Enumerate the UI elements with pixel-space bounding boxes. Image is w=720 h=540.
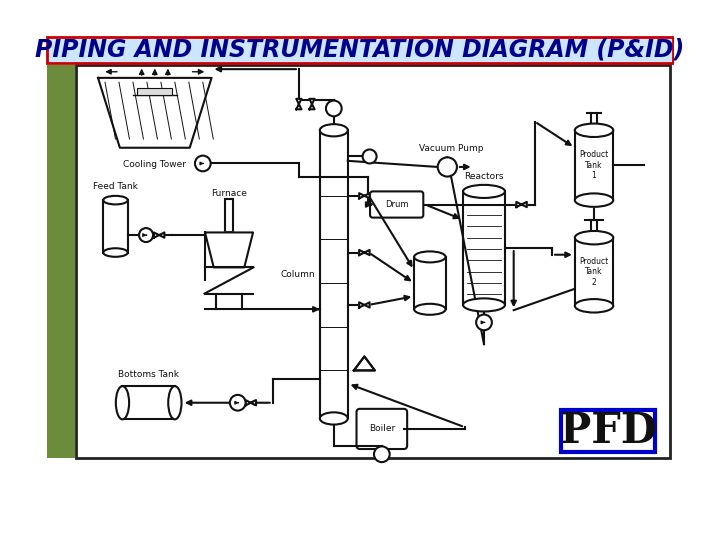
Ellipse shape xyxy=(320,413,348,424)
Polygon shape xyxy=(98,78,212,148)
Text: Boiler: Boiler xyxy=(369,424,395,434)
Ellipse shape xyxy=(463,185,505,198)
Circle shape xyxy=(363,150,377,164)
Ellipse shape xyxy=(575,231,613,245)
Ellipse shape xyxy=(575,124,613,137)
Bar xyxy=(320,130,348,418)
Text: Furnace: Furnace xyxy=(211,188,247,198)
Circle shape xyxy=(374,447,390,462)
Polygon shape xyxy=(246,400,256,406)
Bar xyxy=(225,199,233,232)
Polygon shape xyxy=(359,193,369,198)
FancyBboxPatch shape xyxy=(356,409,407,449)
Bar xyxy=(575,238,613,306)
Text: Product
Tank
2: Product Tank 2 xyxy=(580,257,608,287)
Ellipse shape xyxy=(463,299,505,312)
Ellipse shape xyxy=(575,299,613,313)
Polygon shape xyxy=(310,99,315,109)
Text: Vacuum Pump: Vacuum Pump xyxy=(420,144,484,153)
Circle shape xyxy=(326,100,342,116)
Ellipse shape xyxy=(168,386,181,420)
Ellipse shape xyxy=(414,304,446,315)
Bar xyxy=(575,130,613,200)
Bar xyxy=(48,65,76,458)
FancyBboxPatch shape xyxy=(561,410,655,451)
Polygon shape xyxy=(516,202,527,207)
Text: Feed Tank: Feed Tank xyxy=(93,183,138,191)
Circle shape xyxy=(230,395,246,410)
Text: Bottoms Tank: Bottoms Tank xyxy=(118,370,179,379)
Bar xyxy=(122,386,175,420)
Circle shape xyxy=(139,228,153,242)
Text: PIPING AND INSTRUMENTATION DIAGRAM (P&ID): PIPING AND INSTRUMENTATION DIAGRAM (P&ID… xyxy=(35,38,685,62)
Ellipse shape xyxy=(116,386,129,420)
Ellipse shape xyxy=(575,193,613,207)
FancyBboxPatch shape xyxy=(76,65,670,458)
FancyBboxPatch shape xyxy=(370,191,423,218)
Text: PFD: PFD xyxy=(559,410,657,451)
Polygon shape xyxy=(154,232,164,238)
Ellipse shape xyxy=(103,196,127,205)
Text: Reactors: Reactors xyxy=(464,172,504,181)
Polygon shape xyxy=(205,232,253,267)
Bar xyxy=(414,257,446,309)
Bar xyxy=(103,200,127,253)
Text: Column: Column xyxy=(281,270,315,279)
Bar xyxy=(463,191,505,305)
FancyBboxPatch shape xyxy=(48,37,672,63)
Ellipse shape xyxy=(414,252,446,262)
Circle shape xyxy=(476,314,492,330)
Circle shape xyxy=(438,157,457,177)
Ellipse shape xyxy=(320,124,348,137)
Bar xyxy=(138,89,172,96)
Text: Drum: Drum xyxy=(385,200,408,209)
Text: Product
Tank
1: Product Tank 1 xyxy=(580,150,608,180)
Text: Cooling Tower: Cooling Tower xyxy=(123,160,186,169)
Polygon shape xyxy=(359,302,369,308)
Polygon shape xyxy=(354,356,375,370)
Ellipse shape xyxy=(103,248,127,257)
Polygon shape xyxy=(359,250,369,255)
Circle shape xyxy=(195,156,211,171)
Polygon shape xyxy=(296,99,302,109)
